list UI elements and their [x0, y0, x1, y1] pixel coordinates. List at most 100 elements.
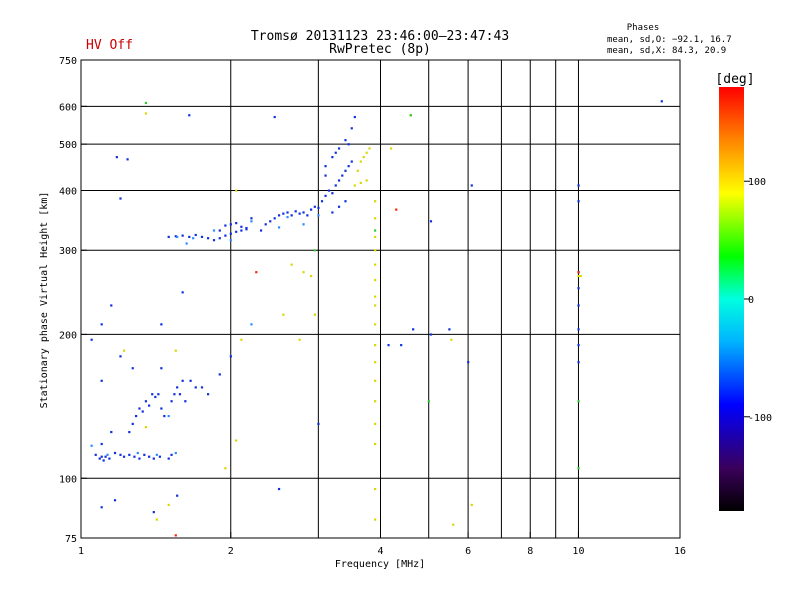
data-point-x-mode — [235, 189, 238, 192]
data-point-o-mode — [212, 239, 216, 242]
data-point-mid-phase — [250, 220, 253, 223]
data-point-mid-phase — [229, 239, 232, 242]
data-point-o-mode — [429, 333, 433, 336]
data-point-o-mode — [577, 328, 580, 331]
data-point-o-mode — [350, 160, 353, 163]
data-point-green-phase — [427, 400, 430, 403]
data-point-o-mode — [245, 228, 248, 231]
data-point-o-mode — [577, 184, 580, 187]
data-point-o-mode — [151, 393, 154, 396]
data-point-red-phase — [577, 271, 580, 274]
data-point-x-mode — [390, 147, 393, 150]
data-point-o-mode — [302, 211, 305, 214]
data-point-x-mode — [374, 487, 377, 491]
data-point-green-phase — [374, 229, 377, 232]
data-point-mid-phase — [167, 414, 170, 418]
data-point-o-mode — [660, 100, 663, 103]
data-point-green-phase — [409, 114, 412, 117]
data-point-o-mode — [90, 338, 93, 341]
data-point-o-mode — [577, 361, 580, 364]
data-point-o-mode — [158, 455, 161, 458]
data-point-o-mode — [119, 355, 122, 358]
data-point-o-mode — [200, 386, 204, 389]
data-point-x-mode — [359, 181, 362, 185]
data-point-red-phase — [395, 208, 398, 211]
data-point-o-mode — [122, 455, 126, 458]
data-point-x-mode — [235, 439, 238, 442]
data-point-o-mode — [152, 511, 155, 514]
data-point-mid-phase — [185, 242, 188, 245]
y-tick-label: 400 — [59, 186, 77, 197]
x-tick-label: 16 — [674, 546, 686, 557]
data-point-o-mode — [277, 214, 281, 217]
data-points — [90, 100, 663, 537]
data-point-o-mode — [143, 453, 146, 456]
colorbar — [719, 87, 744, 511]
data-point-x-mode — [310, 274, 313, 278]
axis-ticks: 1 2 4 6 8 10 16 75 100 200 300 400 500 600 750 — [59, 56, 686, 557]
data-point-o-mode — [337, 147, 341, 150]
data-point-x-mode — [356, 169, 359, 172]
data-point-o-mode — [235, 230, 238, 233]
data-point-o-mode — [387, 344, 390, 347]
y-tick-label: 500 — [59, 140, 77, 151]
data-point-o-mode — [110, 430, 113, 434]
data-point-red-phase — [255, 271, 258, 274]
data-point-o-mode — [119, 197, 122, 200]
data-point-o-mode — [470, 184, 473, 187]
data-point-o-mode — [224, 234, 227, 237]
data-point-x-mode — [374, 235, 377, 239]
data-point-x-mode — [240, 338, 243, 341]
data-point-o-mode — [341, 174, 344, 177]
data-point-o-mode — [100, 323, 103, 326]
data-point-o-mode — [250, 217, 253, 220]
data-point-o-mode — [160, 407, 163, 410]
chart-title-line2: RwPretec (8p) — [329, 42, 431, 57]
data-point-o-mode — [331, 211, 334, 214]
data-point-o-mode — [176, 494, 179, 497]
data-point-x-mode — [374, 278, 377, 282]
data-point-o-mode — [467, 361, 470, 364]
data-point-o-mode — [577, 287, 580, 290]
data-point-o-mode — [240, 229, 243, 232]
data-point-x-mode — [368, 147, 371, 150]
data-point-o-mode — [229, 355, 232, 358]
data-point-o-mode — [310, 208, 313, 211]
data-point-o-mode — [100, 379, 103, 382]
y-tick-label: 200 — [59, 330, 77, 341]
data-point-x-mode — [374, 295, 377, 298]
data-point-o-mode — [429, 220, 433, 223]
data-point-o-mode — [224, 224, 227, 227]
plot-frame — [80, 59, 681, 539]
data-point-o-mode — [167, 235, 170, 239]
data-point-o-mode — [154, 395, 157, 399]
data-point-o-mode — [324, 165, 327, 168]
data-point-mid-phase — [250, 323, 253, 326]
data-point-o-mode — [317, 206, 320, 210]
data-point-x-mode — [365, 151, 368, 154]
data-point-o-mode — [157, 393, 160, 396]
data-point-o-mode — [344, 200, 347, 203]
data-point-o-mode — [235, 222, 238, 225]
phase-stats-o: mean, sd,O: −92.1, 16.7 — [607, 35, 732, 45]
y-tick-label: 100 — [59, 474, 77, 485]
data-point-o-mode — [94, 453, 97, 456]
data-point-o-mode — [110, 304, 113, 307]
data-point-mid-phase — [155, 453, 158, 456]
data-point-o-mode — [148, 455, 151, 458]
data-point-o-mode — [178, 393, 182, 396]
data-point-mid-phase — [212, 229, 216, 232]
data-point-x-mode — [302, 271, 305, 274]
grid-lines — [81, 60, 680, 538]
data-point-x-mode — [144, 112, 148, 115]
data-point-mid-phase — [192, 237, 195, 240]
data-point-o-mode — [113, 499, 117, 502]
data-point-x-mode — [224, 467, 227, 470]
data-point-x-mode — [359, 160, 362, 163]
data-point-x-mode — [577, 274, 580, 278]
data-point-o-mode — [148, 404, 151, 407]
data-point-o-mode — [152, 457, 155, 460]
data-point-o-mode — [104, 455, 107, 458]
data-point-o-mode — [245, 226, 248, 230]
